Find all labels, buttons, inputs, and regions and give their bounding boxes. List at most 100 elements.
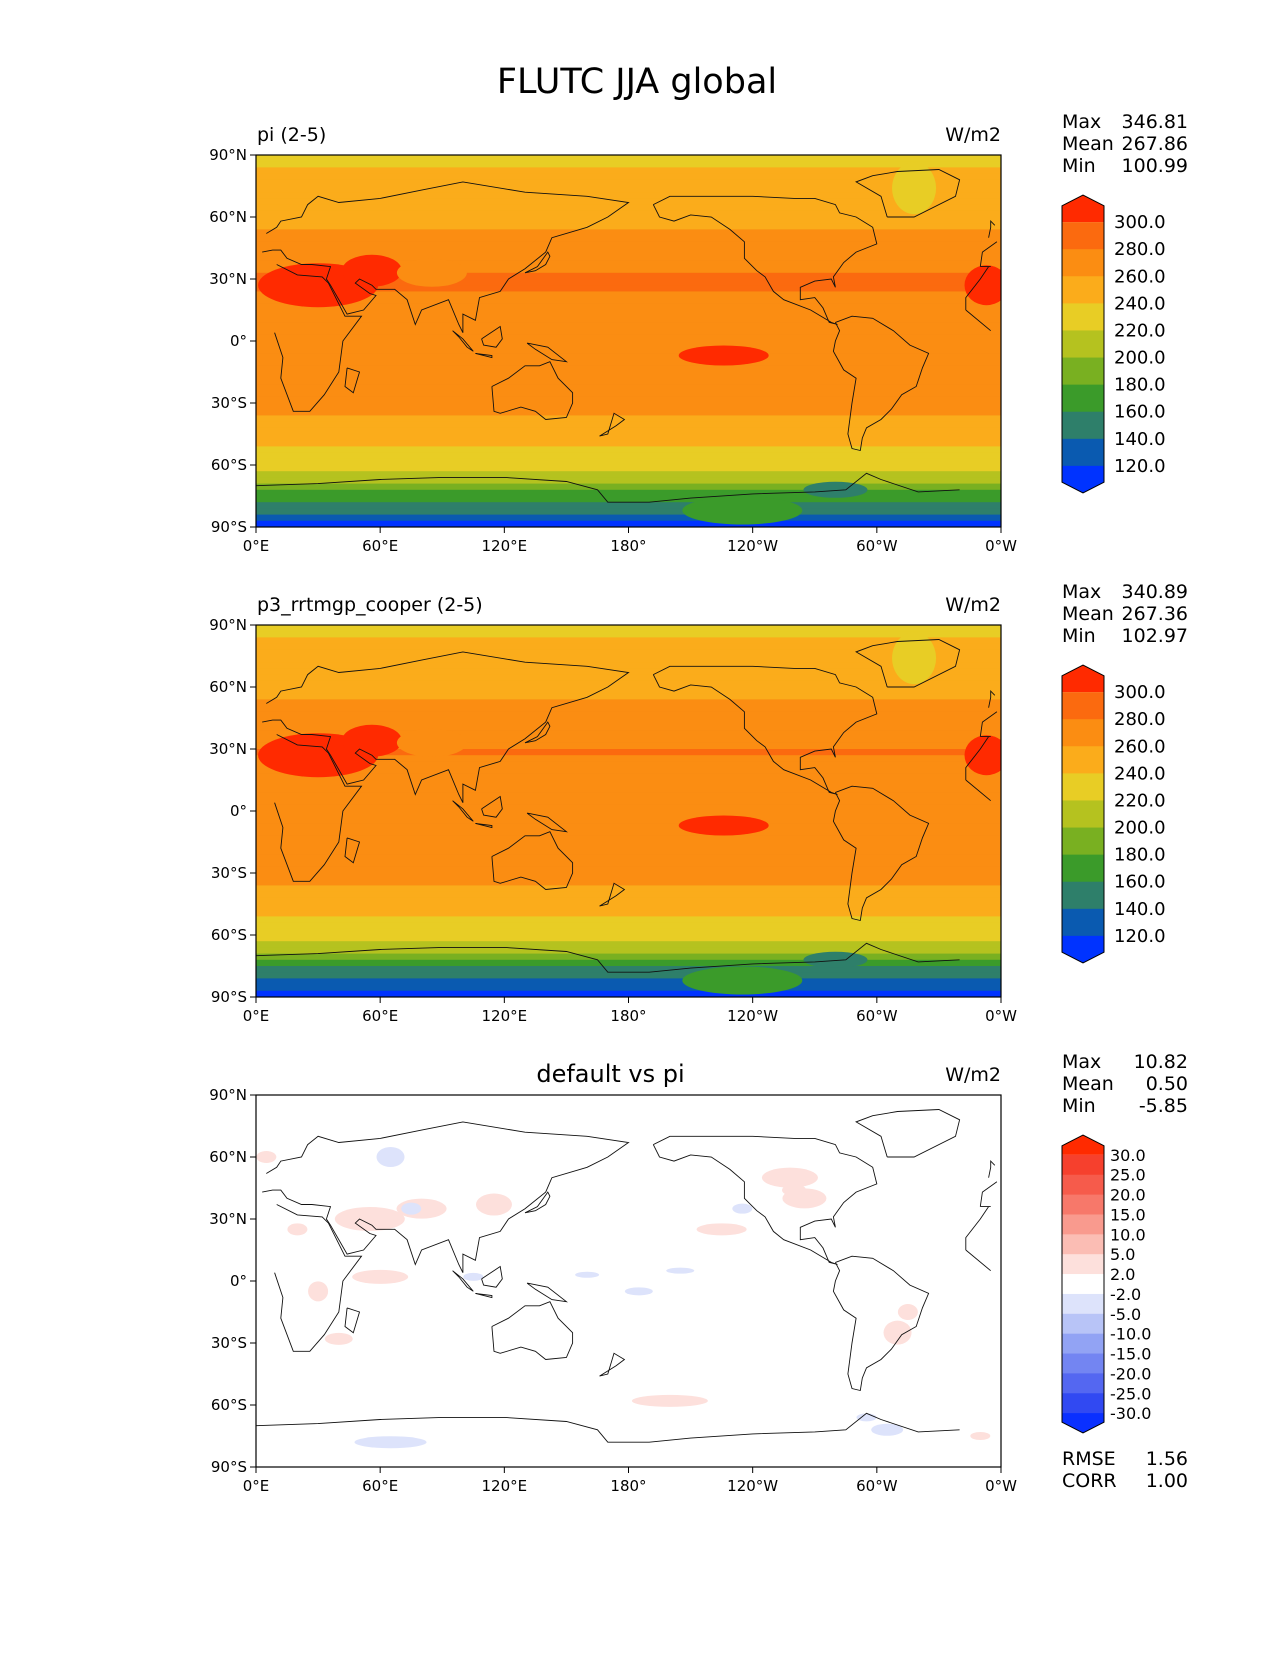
colorbar-tick-label: 300.0 [1114,682,1166,703]
contour-band [256,520,1001,527]
arabia-max [341,724,402,757]
coastline [599,882,626,907]
contour-band [256,341,1001,348]
contour-band [256,310,1001,317]
contour-band [256,984,1001,992]
contour-band [256,972,1001,979]
lat-tick-label: 30°S [211,864,247,882]
contour-band [256,328,1001,336]
colorbar: 300.0 280.0 260.0 240.0 220.0 200.0 180.0 160.0… [1061,194,1166,494]
colorbar-swatch [1062,303,1104,331]
colorbar-outline [1061,194,1105,494]
colorbar-swatch [1062,1234,1104,1255]
anomaly-patch [666,1267,695,1274]
colorbar-tick-label: -25.0 [1110,1384,1151,1403]
contour-band [256,705,1001,713]
contour-band [256,835,1001,843]
stat-label: Min [1062,1095,1096,1117]
stat-label: Mean [1062,1073,1114,1095]
contour-band [256,879,1001,886]
contour-band [256,749,1001,756]
lon-tick-label: 0°W [985,1007,1017,1025]
colorbar-tick-label: -2.0 [1110,1285,1141,1304]
anomaly-patch [352,1269,409,1284]
stat-value: -5.85 [1139,1095,1188,1117]
contour-band [256,285,1001,292]
contour-band [256,928,1001,936]
lon-tick-label: 180° [610,1477,646,1495]
colorbar-swatch [1062,276,1104,304]
contour-band [256,897,1001,905]
stat-value: 10.82 [1134,1051,1188,1073]
lon-tick-label: 0°E [243,1477,270,1495]
contour-band [256,496,1001,503]
coastline [274,264,991,412]
contour-band [256,353,1001,361]
anomaly-patch [883,1320,912,1345]
colorbar-outline [1061,1134,1105,1434]
contour-band [256,811,1001,818]
colorbar-tick-label: 160.0 [1114,402,1166,423]
lat-tick-label: 30°N [209,740,247,758]
panel-units: W/m2 [945,124,1001,146]
anomaly-patch [334,1207,405,1231]
anomaly-patch [782,1184,807,1197]
contour-band [256,687,1001,694]
lon-tick-label: 120°E [482,1477,528,1495]
colorbar-tick-label: 120.0 [1114,456,1166,477]
stat-value: 340.89 [1122,581,1188,603]
coastline [652,195,878,325]
contour-band [256,736,1001,744]
lat-tick-label: 60°N [209,678,247,696]
contour-band [256,272,1001,280]
contour-band [256,916,1001,924]
colorbar-swatch [1062,827,1104,856]
colorbar-tick-label: -10.0 [1110,1325,1151,1344]
panel-pi: 90°N 60°N 30°N 0° 30°S 60°S 90°S0°E 60°E 120°E 18… [209,111,1188,555]
colorbar-tick-label: 280.0 [1114,239,1166,260]
coastline [524,721,551,744]
lon-tick-label: 60°W [856,537,898,555]
lat-tick-label: 90°N [209,1086,247,1104]
colorbar-swatch [1062,1293,1104,1315]
antarctic-plateau [682,966,803,995]
coastline [855,1109,961,1158]
lat-tick-label: 30°N [209,270,247,288]
lat-tick-label: 0° [230,1272,247,1290]
colorbar-swatch [1062,854,1104,883]
colorbar-tick-label: 200.0 [1114,348,1166,369]
lon-tick-label: 120°E [482,1007,528,1025]
contour-band [256,440,1001,447]
stat-value: 267.86 [1122,133,1188,155]
lat-tick-label: 90°S [211,988,247,1006]
contour-band [256,798,1001,806]
contour-band [256,235,1001,243]
lon-tick-label: 60°W [856,1007,898,1025]
colorbar-tick-label: 180.0 [1114,845,1166,866]
anomaly-patch [287,1223,308,1236]
contour-band [256,656,1001,663]
tibet-min [396,258,467,287]
contour-band [256,316,1001,323]
colorbar-swatch [1062,357,1104,386]
contour-band [256,483,1001,491]
pacific-max [678,345,769,366]
coastline [344,837,361,864]
contour-band [256,990,1001,997]
coastline [988,689,996,708]
contour-band [256,446,1001,454]
contour-band [256,860,1001,868]
coastline [262,1121,998,1273]
contour-band [256,848,1001,855]
footer-stat-label: RMSE [1062,1448,1116,1470]
contour-band [256,334,1001,342]
contour-band [256,693,1001,700]
contour-band [256,254,1001,261]
contour-band [256,514,1001,522]
lon-tick-label: 0°E [243,537,270,555]
coastline [481,795,503,818]
panel-subtitle: default vs pi [536,1060,684,1088]
lat-tick-label: 30°S [211,1334,247,1352]
coastline [524,251,551,274]
colorbar: 300.0 280.0 260.0 240.0 220.0 200.0 180.0 160.0… [1061,664,1166,964]
